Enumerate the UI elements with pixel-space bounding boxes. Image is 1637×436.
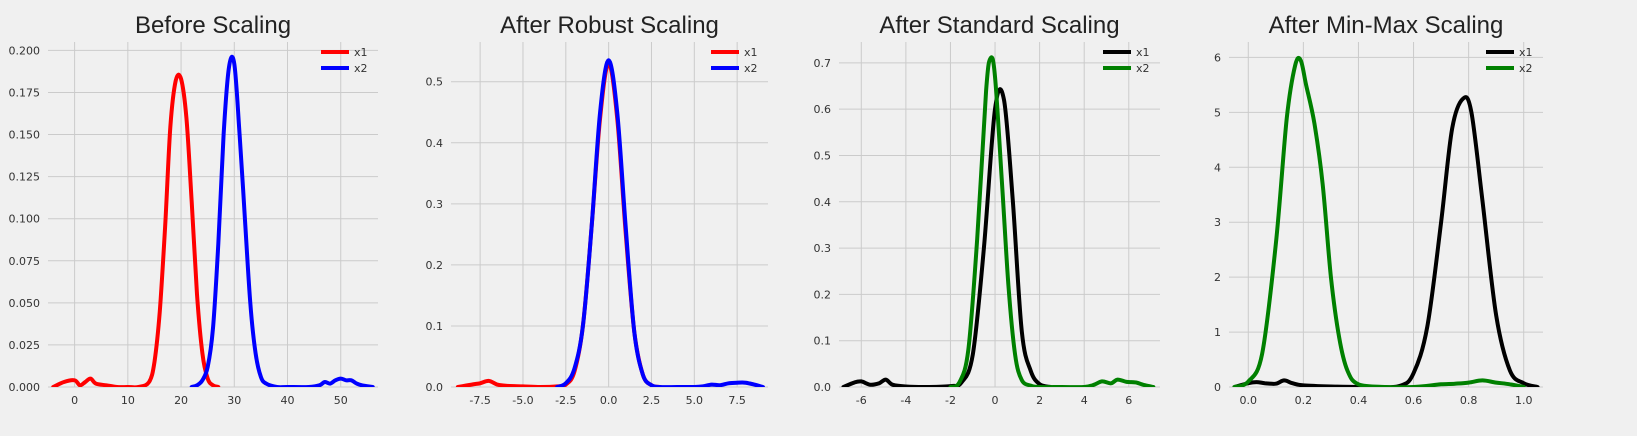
x-tick-label: 2 bbox=[1036, 394, 1043, 407]
y-tick-label: 0.050 bbox=[9, 297, 41, 310]
x-tick-label: 10 bbox=[121, 394, 135, 407]
x-tick-label: -6 bbox=[856, 394, 867, 407]
legend-label-x2: x2 bbox=[1136, 62, 1150, 75]
series-line-x1 bbox=[455, 61, 662, 387]
y-tick-label: 0.7 bbox=[814, 57, 832, 70]
y-tick-label: 0.5 bbox=[426, 76, 444, 89]
y-tick-label: 0.3 bbox=[426, 198, 444, 211]
y-tick-label: 1 bbox=[1214, 326, 1221, 339]
chart-panel-1: 0.000 0.025 0.050 0.075 0.100 0.125 0.150 0.175… bbox=[9, 12, 378, 407]
x-tick-label: 0.6 bbox=[1405, 394, 1423, 407]
legend-label-x1: x1 bbox=[1136, 46, 1150, 59]
x-tick-label: 1.0 bbox=[1515, 394, 1533, 407]
y-tick-label: 0 bbox=[1214, 381, 1221, 394]
x-tick-label: 2.5 bbox=[643, 394, 661, 407]
y-tick-label: 0.150 bbox=[9, 129, 41, 142]
y-tick-label: 0.4 bbox=[426, 137, 444, 150]
legend-label-x2: x2 bbox=[1519, 62, 1533, 75]
chart-title: Before Scaling bbox=[135, 12, 291, 39]
x-tick-label: 6 bbox=[1125, 394, 1132, 407]
series-line-x2 bbox=[189, 54, 375, 387]
chart-title: After Min-Max Scaling bbox=[1269, 12, 1504, 39]
x-tick-label: 0.4 bbox=[1350, 394, 1368, 407]
y-tick-label: 0.2 bbox=[814, 288, 832, 301]
chart-panel-4: 0 1 2 3 4 5 6 0.0 0.2 0.4 0.6 0.8 1.0 After Min-Max S… bbox=[1214, 12, 1543, 407]
series-line-x1 bbox=[841, 87, 1053, 387]
y-tick-label: 0.1 bbox=[426, 320, 444, 333]
legend-label-x2: x2 bbox=[744, 62, 758, 75]
y-tick-label: 6 bbox=[1214, 51, 1221, 64]
x-tick-label: -5.0 bbox=[512, 394, 533, 407]
series-line-x2 bbox=[555, 58, 765, 387]
legend-label-x1: x1 bbox=[744, 46, 758, 59]
y-tick-label: 0.6 bbox=[814, 103, 832, 116]
x-tick-label: 40 bbox=[281, 394, 295, 407]
x-tick-label: 0.0 bbox=[600, 394, 618, 407]
y-tick-label: 0.025 bbox=[9, 339, 41, 352]
y-tick-label: 0.4 bbox=[814, 196, 832, 209]
x-tick-label: -2.5 bbox=[555, 394, 576, 407]
series-line-x1 bbox=[51, 72, 221, 387]
x-tick-label: 7.5 bbox=[728, 394, 746, 407]
legend-label-x2: x2 bbox=[354, 62, 368, 75]
chart-panel-2: 0.0 0.1 0.2 0.3 0.4 0.5 -7.5 -5.0 -2.5 0.0 2.5 5.0 7… bbox=[426, 12, 768, 407]
y-tick-label: 0.1 bbox=[814, 335, 832, 348]
y-tick-label: 0.175 bbox=[9, 86, 41, 99]
x-tick-label: -7.5 bbox=[469, 394, 490, 407]
x-tick-label: 0.8 bbox=[1460, 394, 1478, 407]
x-tick-label: -2 bbox=[945, 394, 956, 407]
legend-label-x1: x1 bbox=[1519, 46, 1533, 59]
chart-title: After Standard Scaling bbox=[879, 12, 1119, 39]
chart-title: After Robust Scaling bbox=[500, 12, 719, 39]
y-tick-label: 0.100 bbox=[9, 213, 41, 226]
y-tick-label: 0.2 bbox=[426, 259, 444, 272]
y-tick-label: 3 bbox=[1214, 216, 1221, 229]
y-tick-label: 5 bbox=[1214, 106, 1221, 119]
y-tick-label: 2 bbox=[1214, 271, 1221, 284]
y-tick-label: 0.075 bbox=[9, 255, 41, 268]
chart-panel-3: 0.0 0.1 0.2 0.3 0.4 0.5 0.6 0.7 -6 -4 -2 0 2 4 6 After … bbox=[814, 12, 1160, 407]
x-tick-label: 20 bbox=[174, 394, 188, 407]
legend-label-x1: x1 bbox=[354, 46, 368, 59]
x-tick-label: 50 bbox=[334, 394, 348, 407]
x-tick-label: 0.2 bbox=[1295, 394, 1313, 407]
y-tick-label: 0.5 bbox=[814, 149, 832, 162]
y-tick-label: 0.3 bbox=[814, 242, 832, 255]
y-tick-label: 4 bbox=[1214, 161, 1221, 174]
x-tick-label: 0 bbox=[992, 394, 999, 407]
x-tick-label: -4 bbox=[900, 394, 911, 407]
y-tick-label: 0.125 bbox=[9, 171, 41, 184]
y-tick-label: 0.200 bbox=[9, 44, 41, 57]
x-tick-label: 0 bbox=[71, 394, 78, 407]
x-tick-label: 0.0 bbox=[1240, 394, 1258, 407]
y-tick-label: 0.0 bbox=[426, 381, 444, 394]
y-tick-label: 0.0 bbox=[814, 381, 832, 394]
x-tick-label: 5.0 bbox=[686, 394, 704, 407]
series-line-x2 bbox=[948, 55, 1156, 387]
x-tick-label: 4 bbox=[1081, 394, 1088, 407]
x-tick-label: 30 bbox=[227, 394, 241, 407]
series-line-x1 bbox=[1232, 95, 1540, 387]
series-line-x2 bbox=[1232, 55, 1526, 387]
y-tick-label: 0.000 bbox=[9, 381, 41, 394]
